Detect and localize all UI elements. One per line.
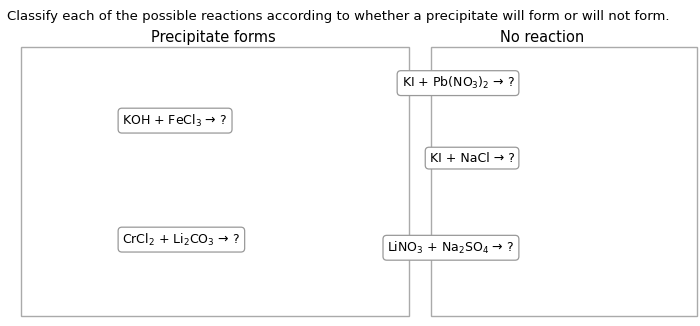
Text: No reaction: No reaction	[500, 30, 584, 45]
Text: CrCl$_2$ + Li$_2$CO$_3$ → ?: CrCl$_2$ + Li$_2$CO$_3$ → ?	[122, 231, 240, 248]
Text: KI + Pb(NO$_3$)$_2$ → ?: KI + Pb(NO$_3$)$_2$ → ?	[402, 75, 514, 91]
Text: Precipitate forms: Precipitate forms	[151, 30, 276, 45]
Text: LiNO$_3$ + Na$_2$SO$_4$ → ?: LiNO$_3$ + Na$_2$SO$_4$ → ?	[387, 240, 514, 256]
Bar	[21, 47, 409, 316]
Text: KOH + FeCl$_3$ → ?: KOH + FeCl$_3$ → ?	[122, 112, 228, 129]
Text: Classify each of the possible reactions according to whether a precipitate will : Classify each of the possible reactions …	[7, 10, 669, 23]
Bar	[430, 47, 696, 316]
Text: KI + NaCl → ?: KI + NaCl → ?	[430, 152, 514, 165]
